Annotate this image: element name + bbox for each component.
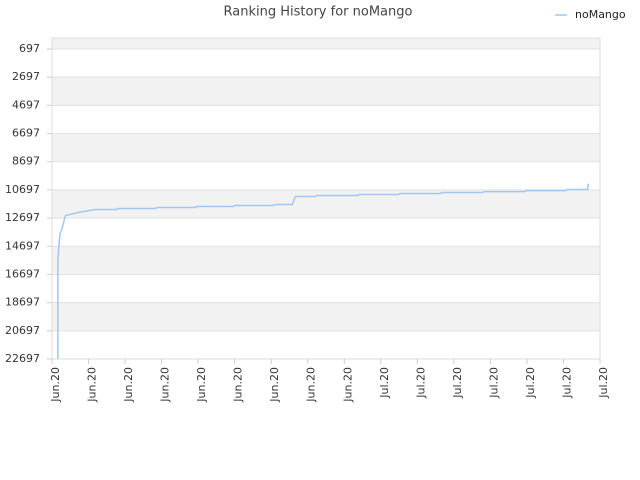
- x-tick-label: Jul.20: [414, 367, 427, 399]
- x-tick-label: Jun.20: [341, 367, 354, 403]
- y-tick-label: 12697: [5, 211, 40, 224]
- x-tick-label: Jul.20: [451, 367, 464, 399]
- background-band: [52, 330, 600, 359]
- y-tick-label: 697: [19, 42, 40, 55]
- background-band: [52, 274, 600, 303]
- x-tick-label: Jun.20: [232, 367, 245, 403]
- background-band: [52, 189, 600, 219]
- y-tick-label: 16697: [5, 267, 40, 280]
- x-tick-label: Jun.20: [122, 367, 135, 403]
- background-band: [52, 38, 600, 50]
- line-series: [57, 183, 590, 359]
- background-band: [52, 218, 600, 247]
- x-tick-label: Jun.20: [305, 367, 318, 403]
- legend-text: noMango: [575, 8, 626, 21]
- y-tick-label: 4697: [12, 98, 40, 111]
- x-tick-label: Jun.20: [86, 367, 99, 403]
- y-tick-label: 10697: [5, 183, 40, 196]
- background-band: [52, 133, 600, 162]
- x-tick-label: Jul.20: [597, 367, 610, 399]
- plot-frame: [51, 37, 601, 360]
- background-band: [52, 77, 600, 106]
- x-tick-label: Jul.20: [378, 367, 391, 399]
- x-tick-label: Jun.20: [49, 367, 62, 403]
- y-tick-label: 14697: [5, 239, 40, 252]
- background-band: [52, 161, 600, 190]
- x-tick-label: Jun.20: [268, 367, 281, 403]
- background-band: [52, 246, 600, 275]
- x-tick-label: Jun.20: [159, 367, 172, 403]
- chart-title: Ranking History for noMango: [224, 5, 413, 20]
- y-tick-label: 2697: [12, 70, 40, 83]
- y-tick-label: 22697: [5, 352, 40, 365]
- background-band: [52, 302, 600, 331]
- y-tick-label: 18697: [5, 296, 40, 309]
- background-band: [52, 105, 600, 134]
- x-tick-label: Jul.20: [487, 367, 500, 399]
- x-tick-label: Jul.20: [524, 367, 537, 399]
- x-tick-label: Jun.20: [195, 367, 208, 403]
- background-band: [52, 49, 600, 78]
- y-tick-label: 8697: [12, 155, 40, 168]
- y-tick-label: 6697: [12, 127, 40, 140]
- x-tick-label: Jul.20: [560, 367, 573, 399]
- y-tick-label: 20697: [5, 324, 40, 337]
